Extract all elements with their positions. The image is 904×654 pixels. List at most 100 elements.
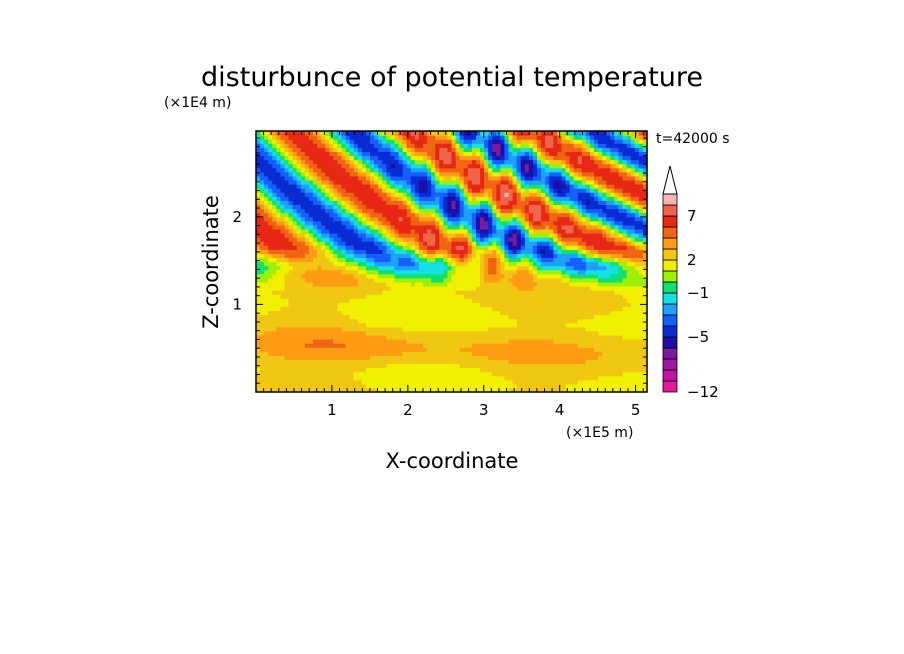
- field-cell: [439, 363, 444, 369]
- field-cell: [528, 322, 534, 328]
- field-cell: [300, 355, 306, 360]
- field-cell: [333, 208, 339, 214]
- field-cell: [602, 241, 607, 246]
- field-cell: [431, 334, 436, 340]
- field-cell: [280, 367, 286, 373]
- field-cell: [455, 298, 461, 303]
- field-cell: [642, 314, 648, 320]
- field-cell: [308, 306, 314, 312]
- field-cell: [357, 383, 363, 389]
- field-cell: [431, 208, 436, 214]
- field-cell: [378, 322, 383, 328]
- field-cell: [467, 285, 473, 291]
- field-cell: [565, 249, 571, 254]
- field-cell: [386, 359, 392, 365]
- field-cell: [300, 367, 306, 373]
- field-cell: [602, 184, 607, 189]
- field-cell: [280, 285, 286, 291]
- field-cell: [598, 277, 603, 283]
- field-cell: [333, 245, 339, 250]
- field-cell: [374, 343, 379, 348]
- field-cell: [634, 355, 640, 360]
- field-cell: [280, 281, 286, 287]
- field-cell: [594, 379, 599, 385]
- field-cell: [508, 192, 514, 197]
- field-cell: [520, 212, 526, 218]
- field-cell: [634, 347, 640, 352]
- field-cell: [361, 261, 367, 267]
- field-cell: [406, 383, 412, 389]
- field-cell: [329, 216, 334, 222]
- field-cell: [573, 224, 579, 230]
- field-cell: [467, 184, 473, 189]
- field-cell: [455, 261, 461, 267]
- field-cell: [642, 257, 648, 263]
- field-cell: [304, 228, 310, 234]
- field-cell: [296, 326, 302, 332]
- field-cell: [313, 192, 318, 197]
- field-cell: [256, 253, 261, 259]
- field-cell: [606, 326, 611, 332]
- field-cell: [272, 355, 277, 360]
- field-cell: [630, 298, 636, 303]
- field-cell: [329, 306, 334, 312]
- field-cell: [589, 265, 595, 271]
- field-cell: [296, 257, 302, 263]
- field-cell: [410, 318, 416, 324]
- field-cell: [272, 188, 277, 193]
- field-cell: [435, 196, 440, 201]
- field-cell: [317, 188, 322, 193]
- field-cell: [292, 232, 298, 238]
- field-cell: [345, 347, 351, 352]
- field-cell: [304, 192, 310, 197]
- field-cell: [402, 281, 408, 287]
- field-cell: [541, 334, 546, 340]
- field-cell: [622, 253, 628, 259]
- field-cell: [500, 188, 506, 193]
- field-cell: [577, 347, 583, 352]
- field-cell: [427, 318, 432, 324]
- field-cell: [508, 285, 514, 291]
- field-cell: [488, 343, 493, 348]
- field-cell: [422, 347, 428, 352]
- field-cell: [484, 290, 489, 295]
- field-cell: [463, 257, 469, 263]
- field-cell: [606, 179, 611, 185]
- field-cell: [382, 212, 387, 218]
- field-cell: [488, 204, 493, 210]
- field-cell: [443, 192, 449, 197]
- field-cell: [256, 273, 261, 279]
- field-cell: [642, 208, 648, 214]
- field-cell: [361, 334, 367, 340]
- field-cell: [528, 253, 534, 259]
- field-cell: [634, 387, 640, 393]
- field-cell: [333, 253, 339, 259]
- field-cell: [276, 277, 282, 283]
- field-cell: [353, 216, 359, 222]
- field-cell: [394, 326, 400, 332]
- field-cell: [549, 338, 554, 344]
- field-cell: [431, 281, 436, 287]
- field-cell: [435, 387, 440, 393]
- field-cell: [361, 184, 367, 189]
- field-cell: [390, 290, 396, 295]
- field-cell: [610, 241, 616, 246]
- field-cell: [626, 273, 632, 279]
- field-cell: [504, 253, 510, 259]
- field-cell: [422, 232, 428, 238]
- field-cell: [268, 290, 273, 295]
- field-cell: [357, 245, 363, 250]
- field-cell: [422, 334, 428, 340]
- field-cell: [484, 241, 489, 246]
- field-cell: [365, 220, 371, 226]
- field-cell: [374, 281, 379, 287]
- field-cell: [276, 367, 282, 373]
- field-cell: [630, 302, 636, 307]
- field-cell: [260, 175, 265, 181]
- field-cell: [431, 379, 436, 385]
- field-cell: [280, 253, 286, 259]
- field-cell: [394, 330, 400, 336]
- field-cell: [443, 383, 449, 389]
- field-cell: [357, 277, 363, 283]
- field-cell: [585, 188, 591, 193]
